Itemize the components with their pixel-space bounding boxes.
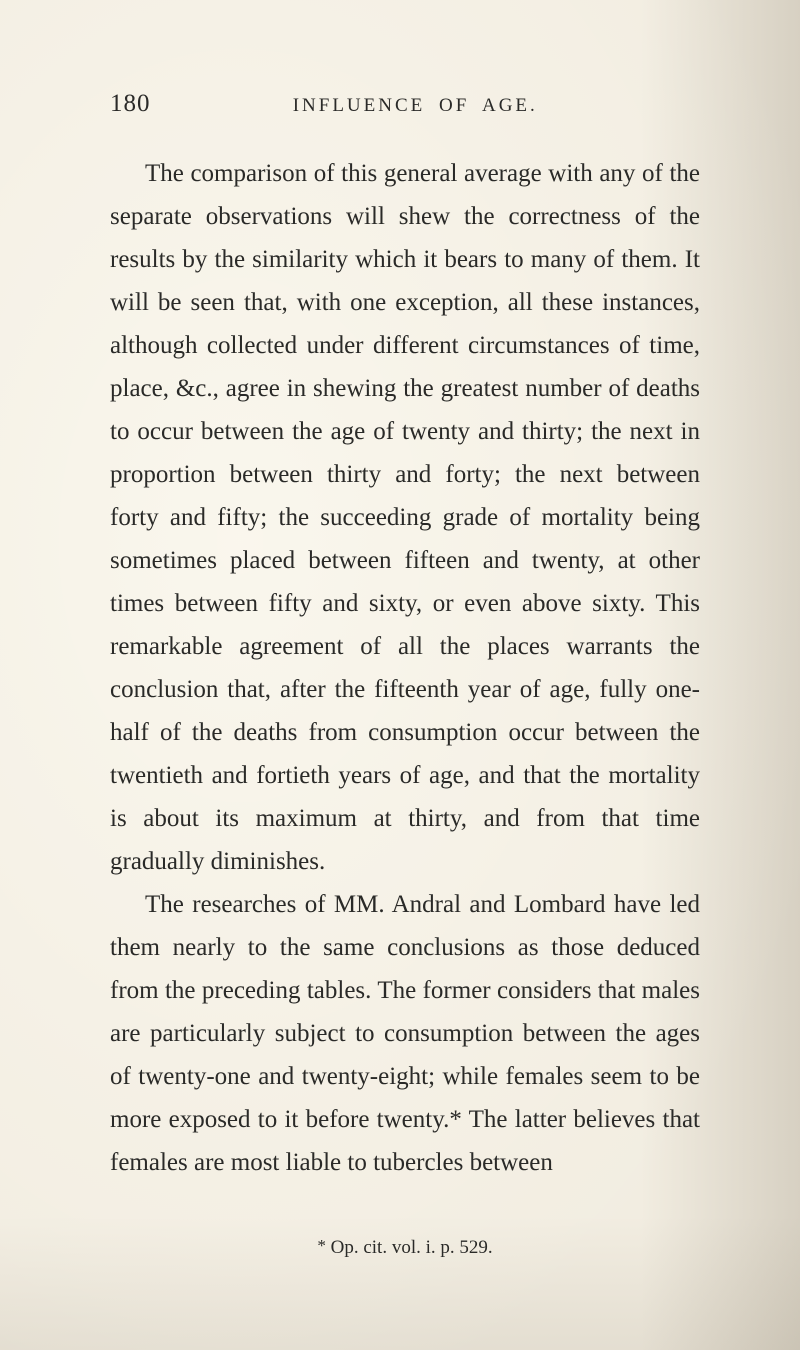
running-head: INFLUENCE OF AGE. xyxy=(191,95,701,117)
footnote: * Op. cit. vol. i. p. 529. xyxy=(110,1236,700,1259)
page-content: 180 INFLUENCE OF AGE. The comparison of … xyxy=(110,90,700,1259)
body-text: The comparison of this general average w… xyxy=(110,152,700,1184)
footnote-marker: * xyxy=(317,1236,326,1255)
paragraph-1: The comparison of this general average w… xyxy=(110,152,700,883)
page-header: 180 INFLUENCE OF AGE. xyxy=(110,90,700,118)
page-number: 180 xyxy=(110,90,151,118)
paragraph-2: The researches of MM. Andral and Lombard… xyxy=(110,883,700,1184)
footnote-text: Op. cit. vol. i. p. 529. xyxy=(331,1237,493,1258)
